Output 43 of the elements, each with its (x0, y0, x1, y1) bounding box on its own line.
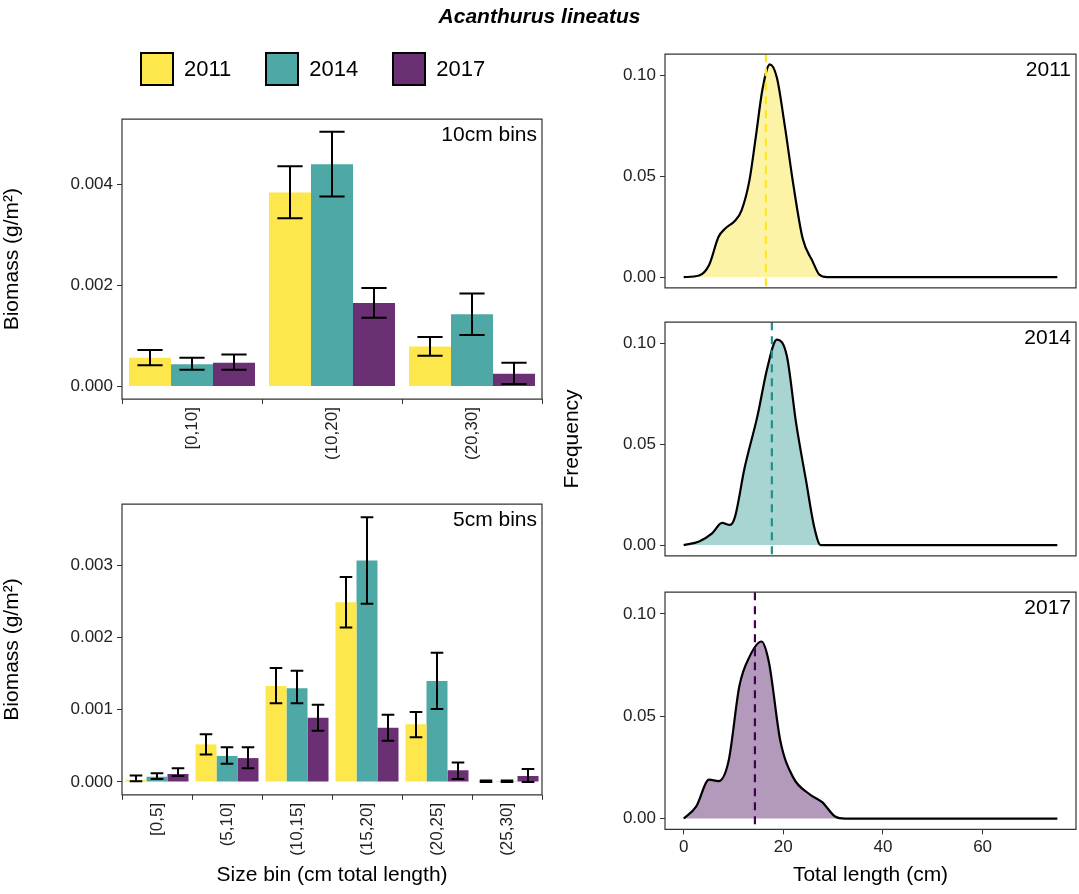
legend-label: 2017 (436, 56, 486, 82)
annotation: 10cm bins (441, 122, 537, 146)
legend-label: 2011 (184, 56, 232, 82)
y-tick-label: 0.000 (70, 771, 113, 791)
y-tick-label: 0.00 (622, 534, 656, 554)
annotation: 2014 (1024, 325, 1072, 349)
y-tick-label: 0.00 (622, 808, 656, 828)
x-tick-label: 40 (873, 837, 893, 857)
x-tick-label: 0 (678, 837, 689, 857)
y-tick-label: 0.05 (622, 434, 656, 454)
x-tick-label: 60 (973, 837, 993, 857)
x-tick-label: (10,20] (321, 407, 341, 461)
y-tick-label: 0.10 (622, 65, 656, 85)
y-tick-label: 0.10 (622, 603, 656, 623)
y-tick-label: 0.10 (622, 333, 656, 353)
x-tick-label: [0,5] (146, 802, 166, 836)
y-tick-label: 0.05 (622, 166, 656, 186)
y-tick-label: 0.002 (70, 627, 113, 647)
y-tick-label: 0.001 (70, 699, 113, 719)
annotation: 5cm bins (452, 507, 537, 531)
legend-label: 2014 (309, 56, 359, 82)
y-axis-title: Biomass (g/m²) (0, 578, 23, 721)
y-axis-title: Frequency (559, 388, 583, 489)
annotation: 2011 (1025, 57, 1071, 81)
annotation: 2017 (1024, 595, 1071, 619)
x-axis-title: Size bin (cm total length) (216, 862, 448, 886)
x-tick-label: (20,30] (461, 407, 481, 461)
x-tick-label: (25,30] (496, 802, 516, 856)
y-tick-label: 0.05 (622, 705, 656, 725)
y-tick-label: 0.000 (70, 376, 113, 396)
x-tick-label: (10,15] (286, 802, 306, 856)
x-tick-label: [0,10] (181, 407, 201, 450)
y-tick-label: 0.002 (70, 275, 113, 295)
chart-title: Acanthurus lineatus (437, 4, 642, 28)
x-tick-label: (20,25] (426, 802, 446, 856)
y-axis-title: Biomass (g/m²) (0, 187, 23, 331)
y-tick-label: 0.00 (622, 266, 656, 286)
y-tick-label: 0.003 (70, 555, 113, 575)
x-tick-label: 20 (773, 837, 793, 857)
x-axis-title: Total length (cm) (792, 862, 949, 886)
x-tick-label: (15,20] (356, 802, 376, 856)
x-tick-label: (5,10] (216, 802, 236, 847)
y-tick-label: 0.004 (70, 174, 113, 194)
